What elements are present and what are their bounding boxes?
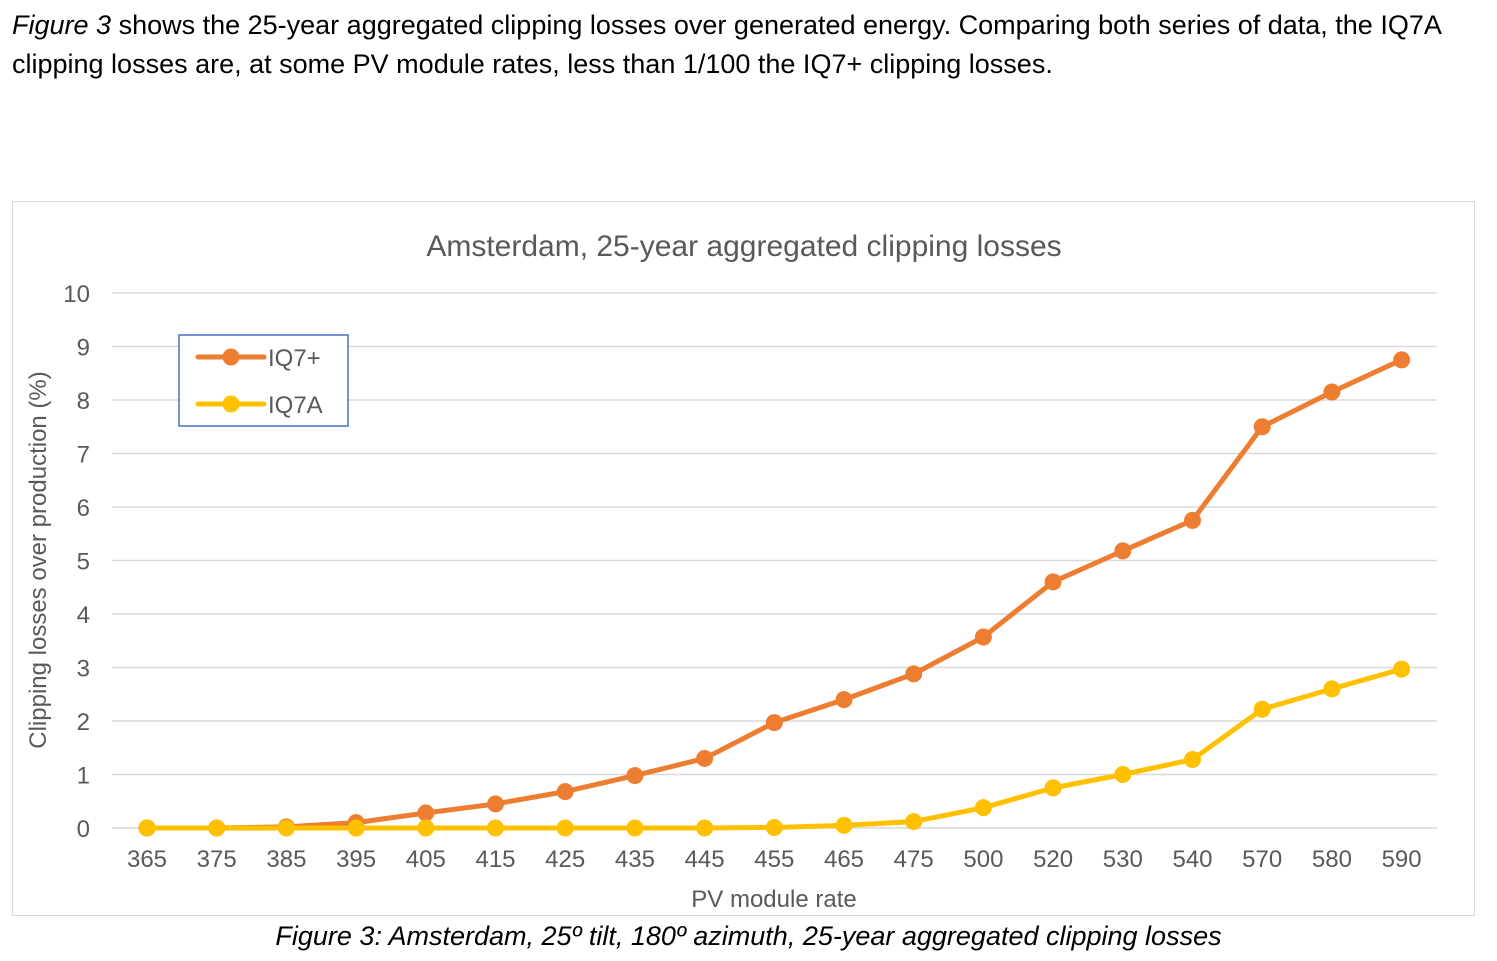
data-point (696, 819, 714, 837)
data-point (905, 813, 923, 831)
y-tick-label: 6 (77, 495, 90, 522)
x-tick-label: 435 (615, 846, 655, 873)
x-tick-label: 445 (685, 846, 725, 873)
legend-swatch-marker (222, 395, 240, 413)
data-point (835, 691, 853, 709)
legend-label: IQ7+ (268, 345, 321, 372)
data-point (1184, 511, 1201, 529)
x-tick-label: 395 (336, 846, 376, 873)
y-tick-label: 0 (77, 816, 90, 843)
data-point (905, 665, 923, 683)
y-axis-ticks: 0 1 2 3 4 5 6 7 8 9 10 (63, 281, 90, 843)
legend-swatch-marker (222, 348, 240, 366)
chart-title: Amsterdam, 25-year aggregated clipping l… (426, 230, 1061, 263)
data-point (277, 819, 295, 837)
data-point (765, 714, 783, 732)
data-point (347, 819, 365, 837)
x-tick-label: 465 (824, 846, 864, 873)
x-axis-ticks: 365 375 385 395 405 415 425 435 445 455 465 475 500 5… (127, 846, 1422, 873)
y-tick-label: 5 (77, 549, 90, 576)
intro-text: shows the 25-year aggregated clipping lo… (12, 10, 1441, 79)
data-point (487, 819, 504, 837)
legend: IQ7+ IQ7A (178, 334, 349, 427)
x-tick-label: 375 (197, 846, 237, 873)
data-point (835, 816, 853, 834)
data-point (974, 799, 992, 817)
data-point (417, 819, 435, 837)
series-group (138, 351, 1411, 837)
data-point (417, 804, 435, 822)
x-tick-label: 530 (1103, 846, 1143, 873)
legend-label: IQ7A (268, 392, 323, 419)
x-tick-label: 590 (1382, 846, 1422, 873)
figure-reference: Figure 3 (12, 10, 112, 40)
data-point (1393, 660, 1411, 678)
x-tick-label: 415 (475, 846, 515, 873)
data-point (1253, 418, 1271, 436)
data-point (1044, 573, 1062, 591)
data-point (487, 795, 504, 813)
data-point (1323, 383, 1341, 401)
data-point (1114, 766, 1132, 783)
x-tick-label: 365 (127, 846, 167, 873)
data-point (1114, 542, 1132, 560)
data-point (1184, 751, 1201, 769)
chart-frame (12, 201, 1475, 916)
x-tick-label: 580 (1312, 846, 1352, 873)
data-point (1253, 700, 1271, 718)
x-tick-label: 570 (1242, 846, 1282, 873)
y-tick-label: 4 (77, 602, 90, 629)
y-axis-label: Clipping losses over production (%) (25, 371, 52, 749)
series-line-1 (144, 666, 1405, 831)
y-tick-label: 2 (77, 709, 90, 736)
x-tick-label: 405 (406, 846, 446, 873)
data-point (1323, 680, 1341, 698)
data-point (556, 819, 574, 837)
figure-caption: Figure 3: Amsterdam, 25º tilt, 180º azim… (275, 921, 1222, 951)
y-tick-label: 1 (77, 763, 90, 790)
x-tick-label: 425 (545, 846, 585, 873)
x-axis-label: PV module rate (691, 886, 856, 913)
data-point (208, 819, 226, 837)
data-point (626, 819, 644, 837)
data-point (626, 767, 644, 785)
data-point (138, 819, 156, 837)
data-point (556, 783, 574, 801)
y-tick-label: 7 (77, 442, 90, 469)
x-tick-label: 455 (754, 846, 794, 873)
x-tick-label: 385 (266, 846, 306, 873)
x-tick-label: 500 (963, 846, 1003, 873)
y-tick-label: 3 (77, 656, 90, 683)
intro-paragraph: Figure 3 shows the 25-year aggregated cl… (12, 6, 1487, 84)
y-tick-label: 10 (63, 281, 90, 308)
y-tick-label: 9 (77, 335, 90, 362)
data-point (696, 749, 714, 767)
data-point (974, 628, 992, 646)
x-tick-label: 520 (1033, 846, 1073, 873)
data-point (1044, 779, 1062, 797)
data-point (765, 818, 783, 836)
series-line-0 (144, 357, 1405, 831)
y-tick-label: 8 (77, 388, 90, 415)
x-tick-label: 540 (1172, 846, 1212, 873)
x-tick-label: 475 (894, 846, 934, 873)
data-point (1393, 351, 1411, 369)
legend-box (178, 334, 349, 427)
